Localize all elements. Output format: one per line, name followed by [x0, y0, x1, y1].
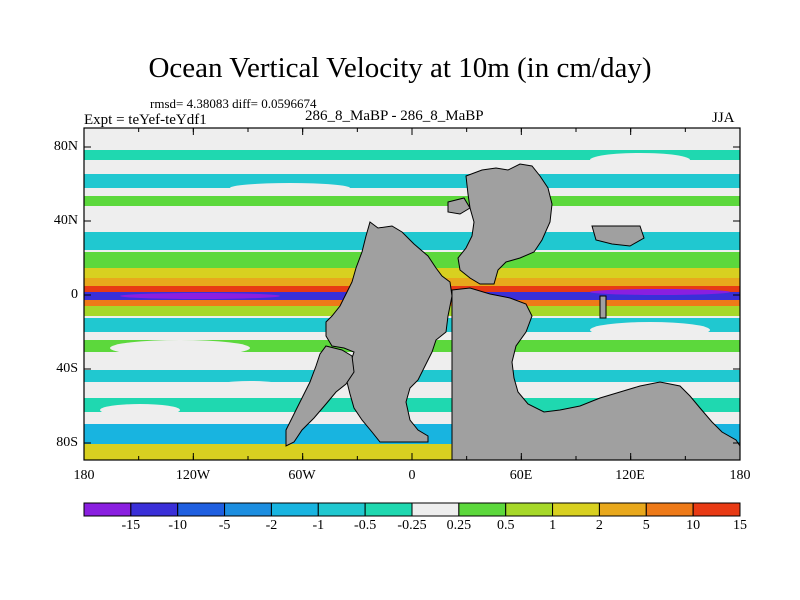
runs-label: 286_8_MaBP - 286_8_MaBP [305, 108, 484, 124]
colorbar-label: 2 [595, 518, 603, 533]
colorbar-swatch [83, 502, 132, 517]
colorbar-swatch [458, 502, 507, 517]
lon-label-180w: 180 [73, 468, 95, 483]
lon-label-0: 0 [408, 468, 416, 483]
colorbar-swatch [317, 502, 366, 517]
colorbar-swatch [645, 502, 694, 517]
lon-label-60e: 60E [509, 468, 533, 483]
colorbar-label: 5 [642, 518, 650, 533]
colorbar-swatch [692, 502, 741, 517]
colorbar-label: -0.5 [354, 518, 377, 533]
lon-label-60w: 60W [288, 468, 316, 483]
field-patch [230, 183, 350, 193]
lat-label-80n: 80N [53, 139, 78, 154]
colorbar-label: -5 [218, 518, 231, 533]
colorbar-swatch [130, 502, 179, 517]
colorbar-label: 15 [733, 518, 747, 533]
field-patch [590, 289, 730, 295]
colorbar-label: 0.25 [446, 518, 472, 533]
colorbar-swatch [411, 502, 460, 517]
field-band [84, 174, 740, 188]
field-band [84, 196, 740, 206]
lat-label-40n: 40N [53, 213, 78, 228]
colorbar-label: 10 [686, 518, 701, 533]
colorbar-swatch [598, 502, 647, 517]
colorbar-label: -15 [121, 518, 141, 533]
field-patch [210, 381, 290, 395]
land-eurasia [457, 163, 553, 285]
field-patch [110, 160, 190, 172]
field-patch [590, 153, 690, 167]
colorbar-swatch [552, 502, 600, 517]
field-band [84, 232, 740, 250]
field-patch [120, 293, 280, 299]
lon-label-180e: 180 [729, 468, 751, 483]
colorbar-swatch [177, 502, 226, 517]
colorbar [83, 502, 741, 517]
colorbar-label: 0.5 [496, 518, 515, 533]
land-island-1 [447, 197, 471, 215]
colorbar-swatch [270, 502, 319, 517]
lon-label-120w: 120W [175, 468, 211, 483]
land-africa [451, 287, 740, 460]
field-patch [590, 322, 710, 338]
lon-label-120e: 120E [615, 468, 645, 483]
season-label: JJA [712, 110, 735, 126]
statistics-text: rmsd= 4.38083 diff= 0.0596674 [150, 96, 317, 111]
colorbar-swatch [224, 502, 272, 517]
map-field [84, 128, 740, 460]
land-americas [325, 221, 453, 443]
colorbar-label: -2 [265, 518, 278, 533]
field-patch [100, 404, 180, 416]
lat-label-80s: 80S [56, 435, 78, 450]
lat-label-0: 0 [71, 287, 78, 302]
land-australia [591, 225, 645, 247]
land-south-america [285, 345, 355, 447]
land-island-2 [599, 295, 607, 319]
field-patch [110, 340, 250, 356]
map-title: Ocean Vertical Velocity at 10m (in cm/da… [148, 52, 652, 84]
colorbar-label: 1 [549, 518, 557, 533]
colorbar-label: -1 [312, 518, 325, 533]
field-band [84, 150, 740, 160]
lat-label-40s: 40S [56, 361, 78, 376]
colorbar-label: -10 [168, 518, 188, 533]
colorbar-swatch [364, 502, 413, 517]
colorbar-swatch [505, 502, 554, 517]
colorbar-label: -0.25 [397, 518, 427, 533]
experiment-label: Expt = teYef-teYdf1 [84, 112, 207, 128]
